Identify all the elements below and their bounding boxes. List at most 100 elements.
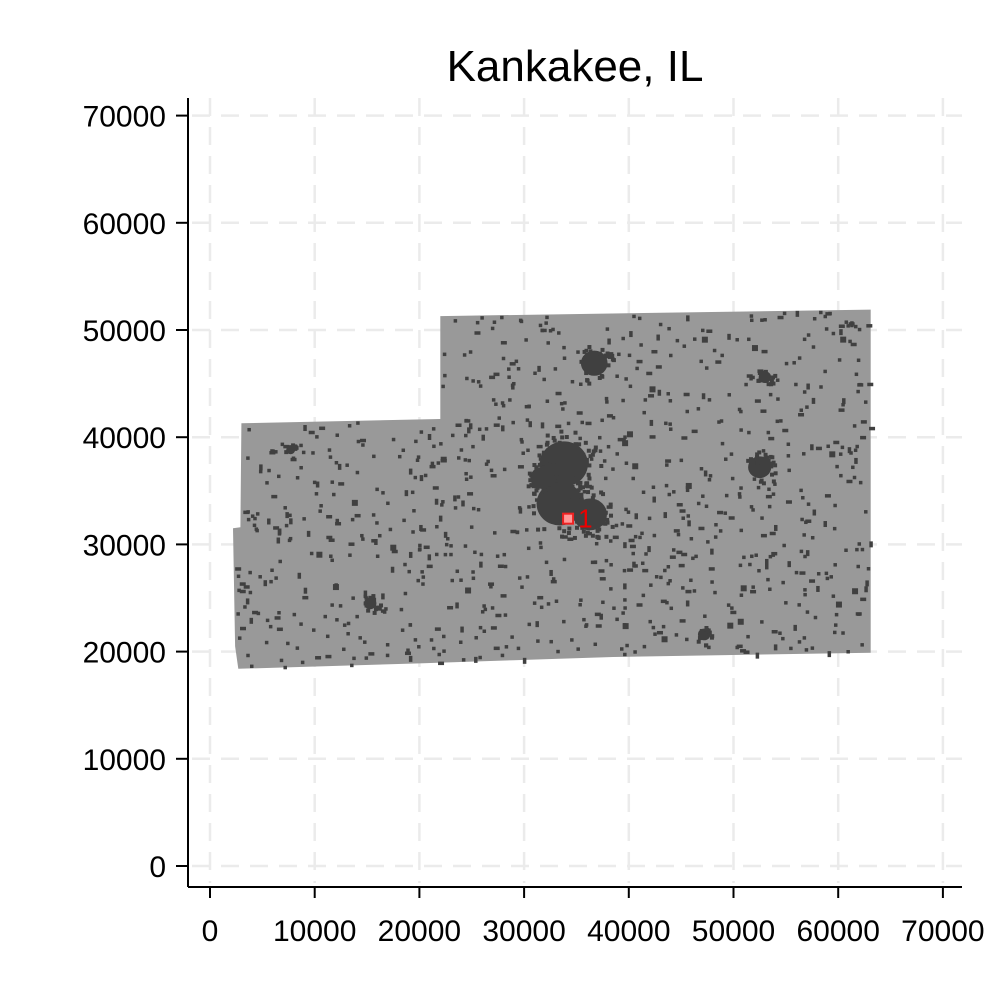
developed-cell [299, 443, 303, 448]
developed-cell [642, 568, 649, 573]
developed-cell [669, 606, 674, 611]
developed-cell [548, 329, 553, 333]
developed-cell [600, 418, 604, 423]
developed-cell [537, 462, 542, 467]
developed-cell [540, 478, 545, 483]
developed-cell [594, 541, 599, 546]
developed-cell [303, 587, 308, 594]
developed-cell [439, 442, 443, 446]
developed-cell [534, 465, 539, 470]
developed-cell [649, 386, 656, 393]
developed-cell [246, 456, 250, 460]
developed-cell [464, 433, 468, 438]
developed-cell [742, 555, 746, 560]
developed-cell [666, 581, 671, 586]
developed-cell [380, 609, 385, 613]
developed-cell [782, 428, 789, 433]
developed-cell [277, 474, 281, 479]
developed-cell [291, 456, 296, 461]
developed-cell [574, 516, 579, 521]
developed-cell [486, 459, 490, 464]
developed-cell [443, 373, 447, 378]
developed-cell [551, 435, 556, 440]
developed-cell [461, 500, 465, 507]
developed-cell [517, 506, 522, 510]
developed-cell [751, 375, 755, 380]
developed-cell [564, 469, 569, 474]
developed-cell [860, 547, 865, 552]
developed-cell [661, 636, 668, 643]
developed-cell [549, 639, 553, 644]
developed-cell [274, 450, 278, 454]
developed-cell [855, 612, 862, 616]
developed-cell [810, 646, 815, 650]
chart-title: Kankakee, IL [447, 42, 704, 91]
developed-cell [703, 614, 707, 618]
developed-cell [600, 347, 605, 352]
developed-cell [866, 324, 873, 328]
developed-cell [691, 556, 695, 561]
developed-cell [311, 451, 315, 455]
developed-cell [760, 318, 764, 322]
developed-cell [834, 612, 839, 617]
developed-cell [801, 495, 805, 500]
developed-cell [440, 456, 447, 461]
developed-cell [551, 577, 556, 581]
developed-cell [502, 552, 507, 557]
developed-cell [342, 647, 346, 652]
developed-cell [628, 384, 633, 389]
developed-cell [249, 617, 254, 624]
developed-cell [623, 652, 627, 657]
developed-cell [468, 423, 473, 430]
developed-cell [335, 618, 339, 622]
developed-cell [469, 525, 474, 529]
developed-cell [578, 480, 583, 485]
developed-cell [633, 534, 638, 539]
developed-cell [495, 613, 502, 618]
developed-cell [583, 440, 588, 445]
developed-cell [237, 588, 241, 593]
developed-cell [744, 382, 748, 387]
developed-cell [540, 422, 545, 429]
developed-cell [604, 396, 609, 401]
developed-cell [562, 557, 567, 562]
developed-cell [248, 570, 252, 575]
developed-cell [419, 430, 424, 434]
developed-cell [295, 476, 300, 480]
developed-cell [364, 603, 369, 608]
developed-cell [708, 567, 715, 571]
developed-cell [297, 572, 302, 579]
developed-cell [607, 338, 611, 345]
developed-cell [581, 485, 586, 490]
developed-cell [709, 635, 714, 640]
developed-cell [590, 496, 595, 501]
y-tick-label: 60000 [83, 208, 166, 241]
developed-cell [385, 653, 390, 658]
developed-cell [602, 459, 607, 463]
developed-cell [638, 535, 642, 540]
developed-cell [248, 590, 253, 595]
developed-cell [350, 663, 354, 668]
developed-cell [841, 402, 845, 407]
developed-cell [717, 510, 724, 515]
developed-cell [852, 475, 857, 480]
developed-cell [602, 521, 607, 526]
developed-cell [471, 506, 476, 511]
developed-cell [802, 452, 806, 456]
developed-cell [467, 427, 471, 434]
developed-cell [378, 533, 382, 538]
developed-cell [490, 626, 497, 630]
developed-cell [464, 471, 468, 476]
developed-cell [811, 397, 816, 404]
developed-cell [678, 563, 685, 568]
developed-cell [378, 603, 383, 608]
developed-cell [761, 449, 766, 453]
developed-cell [802, 636, 807, 640]
developed-cell [501, 356, 506, 361]
developed-cell [536, 444, 543, 449]
developed-cell [446, 537, 450, 541]
developed-cell [599, 361, 606, 366]
developed-cell [806, 333, 811, 337]
developed-cell [606, 414, 613, 418]
developed-cell [664, 483, 669, 488]
